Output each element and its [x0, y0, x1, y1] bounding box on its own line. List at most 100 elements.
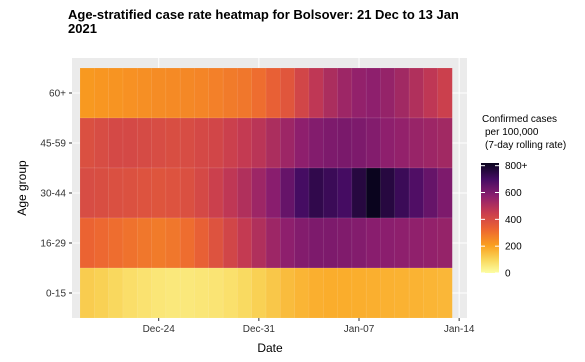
y-tick-label: 0-15 [46, 289, 66, 300]
heatmap-cell [365, 67, 382, 119]
colorbar-tick-label: 0 [505, 269, 511, 280]
heatmap-cell [337, 267, 353, 319]
heatmap-cell [380, 217, 396, 269]
heatmap-cell [280, 67, 296, 119]
heatmap-cell [122, 217, 138, 269]
colorbar-legend: Confirmed cases per 100,000 (7-day rolli… [481, 114, 566, 280]
heatmap-cell [237, 267, 253, 319]
heatmap-cell [222, 67, 238, 119]
heatmap-cell [194, 217, 210, 269]
x-axis: Dec-24 Dec-31 Jan-07 Jan-14 [143, 318, 475, 335]
heatmap-cell [94, 267, 110, 319]
heatmap-cell [222, 267, 238, 319]
heatmap-cell [322, 267, 339, 319]
heatmap-cell [380, 117, 396, 169]
colorbar [481, 163, 499, 273]
heatmap-cell [437, 117, 453, 169]
heatmap-cell [294, 267, 310, 319]
heatmap-cell [222, 117, 238, 169]
heatmap-cell [308, 167, 324, 219]
x-tick-label: Jan-14 [444, 324, 475, 335]
heatmap-cell [437, 167, 453, 219]
heatmap-cell [79, 167, 95, 219]
heatmap-cell [237, 67, 253, 119]
heatmap-cell [394, 217, 410, 269]
heatmap-cell [308, 267, 324, 319]
heatmap-cell [408, 267, 424, 319]
heatmap-cell [179, 67, 196, 119]
heatmap-cell [94, 217, 110, 269]
heatmap-cell [136, 217, 153, 269]
x-tick-label: Dec-31 [243, 324, 276, 335]
heatmap-cell [237, 167, 253, 219]
heatmap-cell [437, 67, 453, 119]
heatmap-cell [322, 217, 339, 269]
heatmap-cell [322, 167, 339, 219]
heatmap-cell [165, 67, 181, 119]
heatmap-cell [365, 267, 382, 319]
heatmap-cell [222, 167, 238, 219]
heatmap-cell [108, 217, 124, 269]
heatmap-cell [122, 167, 138, 219]
heatmap-cell [151, 267, 167, 319]
heatmap-cell [294, 117, 310, 169]
heatmap-cell [322, 117, 339, 169]
y-tick-label: 60+ [49, 89, 66, 100]
colorbar-tick-label: 200 [505, 242, 522, 253]
heatmap-cell [136, 67, 153, 119]
heatmap-cell [208, 217, 224, 269]
heatmap-cell [294, 67, 310, 119]
legend-title-line-3: (7-day rolling rate) [485, 140, 566, 151]
heatmap-cell [208, 167, 224, 219]
heatmap-cell [165, 267, 181, 319]
heatmap-cell [79, 117, 95, 169]
heatmap-cell [136, 117, 153, 169]
heatmap-cell [380, 167, 396, 219]
heatmap-cell [380, 67, 396, 119]
heatmap-cell [351, 67, 367, 119]
x-tick-label: Jan-07 [344, 324, 375, 335]
heatmap-cell [308, 217, 324, 269]
heatmap-cell [408, 167, 424, 219]
x-tick-label: Dec-24 [143, 324, 176, 335]
heatmap-cell [151, 117, 167, 169]
y-tick-label: 30-44 [40, 189, 66, 200]
colorbar-tick-label: 400 [505, 215, 522, 226]
heatmap-cell [79, 67, 95, 119]
heatmap-cell [151, 167, 167, 219]
colorbar-ticks: 0 200 400 600 800+ [481, 161, 528, 280]
heatmap-cell [208, 117, 224, 169]
heatmap-cell [122, 117, 138, 169]
heatmap-cell [394, 117, 410, 169]
chart-title-line-2: 2021 [68, 21, 97, 36]
heatmap-cell [437, 217, 453, 269]
heatmap-cell [308, 67, 324, 119]
heatmap-cell [79, 217, 95, 269]
heatmap-cell [294, 217, 310, 269]
heatmap-cell [351, 267, 367, 319]
heatmap-cell [222, 217, 238, 269]
heatmap-cell [265, 267, 281, 319]
heatmap-cell [337, 167, 353, 219]
heatmap-cell [365, 167, 382, 219]
heatmap-cell [179, 117, 196, 169]
heatmap-cell [265, 117, 281, 169]
heatmap-cell [251, 267, 267, 319]
heatmap-cell [365, 117, 382, 169]
heatmap-cell [394, 267, 410, 319]
heatmap-cell [208, 67, 224, 119]
heatmap-cell [208, 267, 224, 319]
y-axis: 60+ 45-59 30-44 16-29 0-15 [40, 89, 72, 300]
heatmap-cell [179, 267, 196, 319]
heatmap-cell [179, 217, 196, 269]
x-axis-title: Date [257, 341, 283, 355]
heatmap-cell [237, 217, 253, 269]
colorbar-tick-label: 800+ [505, 161, 528, 172]
heatmap-cell [280, 217, 296, 269]
heatmap-cell [94, 117, 110, 169]
heatmap-cell [280, 117, 296, 169]
heatmap-cell [194, 167, 210, 219]
heatmap-cell [408, 117, 424, 169]
heatmap-cell [337, 117, 353, 169]
